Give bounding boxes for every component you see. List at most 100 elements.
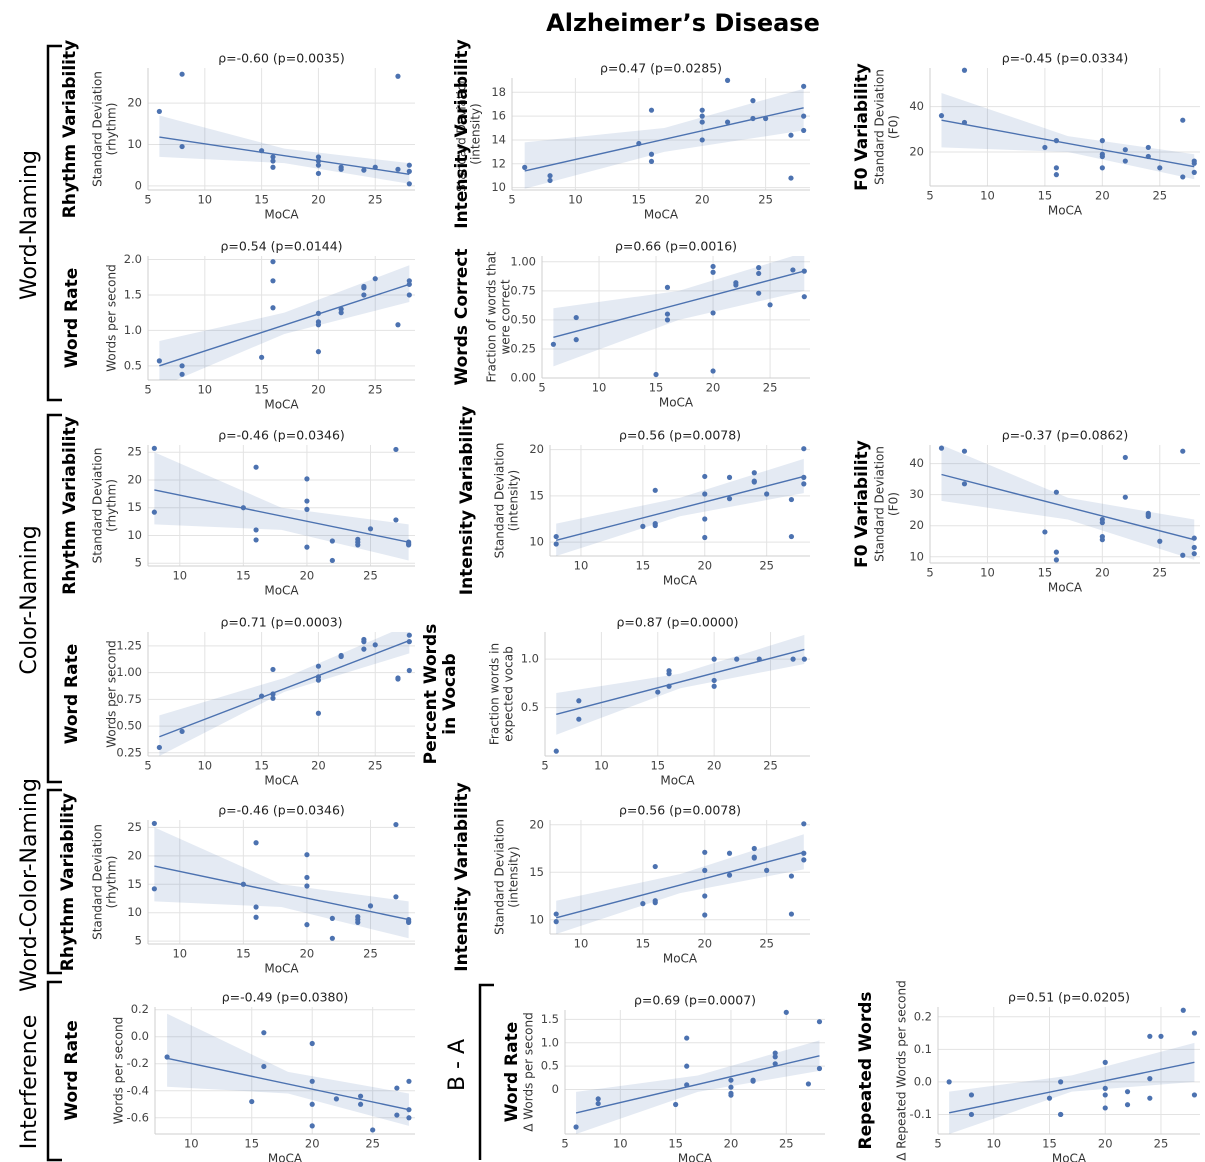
fit-line: [166, 1057, 410, 1111]
data-point: [702, 473, 708, 480]
data-point: [304, 498, 310, 504]
y-tick-label: -0.2: [127, 1056, 149, 1070]
x-tick-label: 5: [144, 383, 151, 397]
data-point: [673, 1101, 679, 1108]
y-axis-label: Standard Deviation: [493, 819, 507, 935]
x-tick-label: 15: [244, 1137, 259, 1151]
data-point: [801, 268, 807, 274]
confidence-band: [556, 834, 804, 934]
data-point: [938, 113, 945, 119]
x-axis-label: MoCA: [1052, 1152, 1087, 1162]
data-point: [710, 269, 716, 275]
x-tick-label: 25: [758, 193, 773, 207]
y-tick-label: 0.25: [510, 341, 536, 355]
data-point: [361, 646, 367, 652]
data-point: [1102, 1059, 1108, 1065]
chart-title: ρ=0.56 (p=0.0078): [619, 803, 741, 818]
data-point: [253, 904, 259, 910]
feature-label: Intensity Variability: [452, 782, 472, 972]
data-point: [801, 821, 807, 827]
x-tick-label: 5: [538, 381, 545, 395]
data-point: [653, 371, 659, 378]
data-point: [726, 496, 733, 502]
x-tick-label: 20: [300, 569, 315, 583]
scatter-chart: 10 15 20 25 10 15 20 ρ=0.56 (p=0.0078) MoCA Stand…: [452, 782, 810, 972]
data-point: [240, 881, 246, 887]
x-axis-label: MoCA: [264, 208, 299, 222]
y-axis-label: (rhythm): [105, 479, 119, 532]
x-tick-label: 10: [197, 193, 212, 207]
data-point: [393, 446, 399, 453]
data-point: [710, 263, 716, 270]
y-tick-label: 20: [909, 518, 924, 532]
y-tick-label: 18: [491, 85, 506, 99]
data-point: [315, 154, 322, 160]
chart-title: ρ=-0.37 (p=0.0862): [1002, 428, 1129, 443]
x-tick-label: 10: [594, 759, 609, 773]
feature-label: Word Rate: [62, 644, 82, 745]
data-point: [259, 693, 265, 699]
y-tick-label: 10: [127, 905, 142, 919]
data-point: [756, 270, 762, 277]
data-point: [304, 476, 310, 482]
data-point: [1122, 454, 1128, 461]
data-point: [648, 151, 655, 157]
feature-label: Intensity Variability: [452, 39, 472, 229]
y-tick-label: 20: [127, 848, 142, 862]
x-tick-label: 15: [668, 1137, 683, 1151]
data-point: [788, 496, 795, 503]
x-tick-label: 10: [197, 759, 212, 773]
chart-title: ρ=0.69 (p=0.0007): [634, 993, 756, 1008]
y-tick-label: 1.00: [510, 254, 536, 268]
data-point: [329, 538, 335, 544]
data-point: [406, 542, 412, 548]
data-point: [270, 154, 276, 160]
data-point: [1099, 537, 1105, 543]
x-tick-label: 15: [254, 193, 269, 207]
feature-label: Intensity Variability: [457, 406, 477, 596]
data-point: [355, 542, 361, 548]
data-point: [372, 276, 378, 282]
feature-label: F0 Variability: [852, 440, 872, 568]
data-point: [395, 166, 401, 172]
data-point: [724, 119, 731, 125]
data-point: [767, 302, 773, 308]
y-axis-label: Fraction of words that: [485, 251, 499, 382]
x-tick-label: 10: [197, 383, 212, 397]
data-point: [304, 544, 310, 550]
x-tick-label: 10: [172, 569, 187, 583]
x-tick-label: 15: [1038, 566, 1053, 580]
y-tick-label: 5: [135, 556, 142, 570]
data-point: [259, 354, 265, 360]
data-point: [1147, 1095, 1153, 1101]
data-point: [648, 158, 655, 165]
chart-title: ρ=0.66 (p=0.0016): [615, 239, 737, 254]
data-point: [1042, 144, 1048, 151]
data-point: [648, 107, 655, 113]
data-point: [1053, 138, 1059, 144]
group-label: B - A: [445, 1039, 470, 1091]
data-point: [664, 317, 671, 323]
data-point: [801, 446, 807, 452]
data-point: [801, 113, 807, 119]
x-tick-label: 15: [1038, 189, 1053, 203]
data-point: [1145, 153, 1151, 160]
y-tick-label: 1.00: [116, 665, 142, 679]
data-point: [309, 1101, 315, 1107]
data-point: [1191, 1030, 1198, 1036]
data-point: [1124, 1089, 1131, 1095]
y-axis-label: Standard Deviation: [455, 76, 469, 192]
data-point: [553, 533, 559, 540]
data-point: [702, 893, 708, 899]
scatter-chart: 10 15 20 25 5 10 15 20 25 ρ=-0.46 (p=0.0346) MoCA S…: [60, 416, 415, 598]
data-point: [751, 470, 757, 476]
y-axis-label: Standard Deviation: [91, 448, 105, 564]
data-point: [406, 162, 412, 168]
data-point: [270, 158, 276, 164]
x-tick-label: 25: [759, 559, 774, 573]
data-point: [666, 671, 672, 677]
data-point: [1191, 160, 1197, 166]
data-point: [151, 886, 157, 892]
x-tick-label: 20: [305, 1137, 320, 1151]
